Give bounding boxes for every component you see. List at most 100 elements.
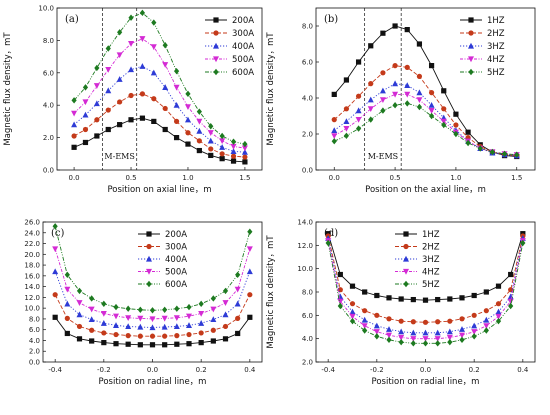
data-point bbox=[173, 315, 180, 322]
data-point bbox=[434, 329, 441, 336]
series-3HZ bbox=[331, 80, 520, 159]
legend-label: 400A bbox=[232, 42, 254, 52]
data-point bbox=[392, 23, 398, 29]
legend-label: 2HZ bbox=[422, 243, 440, 253]
y-tick-label: 2.0 bbox=[302, 131, 313, 139]
x-axis-title: Position on radial line，m bbox=[99, 377, 207, 387]
data-point bbox=[343, 118, 350, 124]
y-tick-label: 0.0 bbox=[43, 167, 54, 175]
data-point bbox=[441, 121, 447, 129]
y-tick-label: 4.0 bbox=[43, 102, 54, 110]
legend-marker bbox=[213, 68, 219, 76]
data-point bbox=[495, 313, 502, 320]
data-point bbox=[242, 159, 248, 165]
data-point bbox=[380, 30, 386, 36]
data-point bbox=[483, 323, 490, 330]
data-point bbox=[416, 97, 423, 103]
data-point bbox=[392, 91, 399, 98]
data-point bbox=[247, 228, 253, 235]
data-point bbox=[117, 122, 123, 128]
data-point bbox=[162, 126, 168, 133]
panel-label: (c) bbox=[51, 228, 65, 239]
data-point bbox=[349, 301, 356, 307]
y-tick-label: 2.0 bbox=[302, 359, 313, 367]
data-point bbox=[453, 122, 459, 128]
data-point bbox=[105, 107, 111, 113]
data-point bbox=[219, 144, 226, 150]
data-point bbox=[459, 316, 465, 322]
y-axis-title: Magnetic flux density，mT bbox=[3, 32, 13, 146]
legend-marker bbox=[468, 68, 474, 76]
data-point bbox=[101, 340, 107, 346]
data-point bbox=[337, 302, 343, 310]
legend-marker bbox=[146, 268, 152, 275]
data-point bbox=[241, 145, 248, 152]
y-tick-label: 12.0 bbox=[24, 294, 40, 302]
legend-label: 5HZ bbox=[487, 68, 505, 78]
data-point bbox=[386, 332, 392, 339]
data-point bbox=[100, 320, 107, 326]
data-point bbox=[76, 311, 83, 318]
series-line bbox=[73, 117, 245, 163]
legend-marker bbox=[146, 255, 152, 262]
legend-marker bbox=[403, 231, 409, 237]
data-point bbox=[355, 93, 362, 99]
data-point bbox=[398, 338, 404, 346]
legend-marker bbox=[403, 280, 409, 288]
y-tick-label: 2.0 bbox=[29, 348, 40, 356]
data-point bbox=[447, 338, 453, 346]
data-point bbox=[373, 329, 380, 335]
chart-panel-4: -0.4 -0.2 0.0 0.2 0.4 2.0 4.0 6.0 8.0 10.0 12.0 14.… bbox=[266, 219, 536, 387]
data-point bbox=[355, 117, 362, 123]
data-point bbox=[410, 296, 416, 303]
data-point bbox=[349, 317, 356, 325]
data-point bbox=[373, 322, 380, 329]
data-point bbox=[222, 323, 229, 330]
data-point bbox=[247, 314, 253, 320]
y-tick-label: 6.0 bbox=[29, 326, 40, 334]
data-point bbox=[52, 246, 59, 253]
data-point bbox=[230, 143, 237, 150]
y-tick-label: 6.0 bbox=[43, 69, 54, 77]
data-point bbox=[495, 308, 502, 315]
series-500A bbox=[52, 246, 253, 323]
legend-label: 600A bbox=[232, 68, 254, 78]
data-point bbox=[230, 148, 237, 154]
data-point bbox=[235, 271, 241, 278]
data-point bbox=[447, 296, 453, 302]
data-point bbox=[230, 158, 237, 164]
data-point bbox=[64, 330, 70, 337]
data-point bbox=[198, 300, 204, 308]
data-point bbox=[88, 316, 95, 323]
data-point bbox=[196, 108, 202, 115]
data-point bbox=[139, 9, 146, 17]
data-point bbox=[210, 295, 216, 302]
data-point bbox=[137, 306, 143, 313]
data-point bbox=[137, 333, 143, 339]
data-point bbox=[52, 268, 59, 275]
data-point bbox=[349, 313, 356, 320]
data-point bbox=[477, 145, 483, 152]
data-point bbox=[508, 271, 514, 278]
data-point bbox=[501, 150, 508, 157]
data-point bbox=[173, 67, 180, 75]
data-point bbox=[386, 326, 392, 332]
data-point bbox=[64, 300, 71, 307]
y-tick-label: 24.0 bbox=[24, 229, 40, 237]
data-point bbox=[422, 336, 429, 342]
data-point bbox=[105, 87, 112, 94]
x-tick-label: 0.4 bbox=[517, 366, 529, 374]
data-point bbox=[343, 106, 350, 112]
y-tick-label: 6.0 bbox=[302, 312, 313, 320]
data-point bbox=[184, 104, 191, 111]
data-point bbox=[446, 328, 453, 335]
data-point bbox=[422, 319, 429, 325]
data-point bbox=[198, 320, 205, 326]
data-point bbox=[94, 64, 100, 72]
data-point bbox=[355, 59, 362, 65]
data-point bbox=[173, 135, 180, 141]
legend-marker bbox=[213, 17, 219, 23]
data-point bbox=[386, 316, 392, 322]
y-tick-label: 0.0 bbox=[29, 359, 40, 367]
data-point bbox=[422, 329, 429, 336]
